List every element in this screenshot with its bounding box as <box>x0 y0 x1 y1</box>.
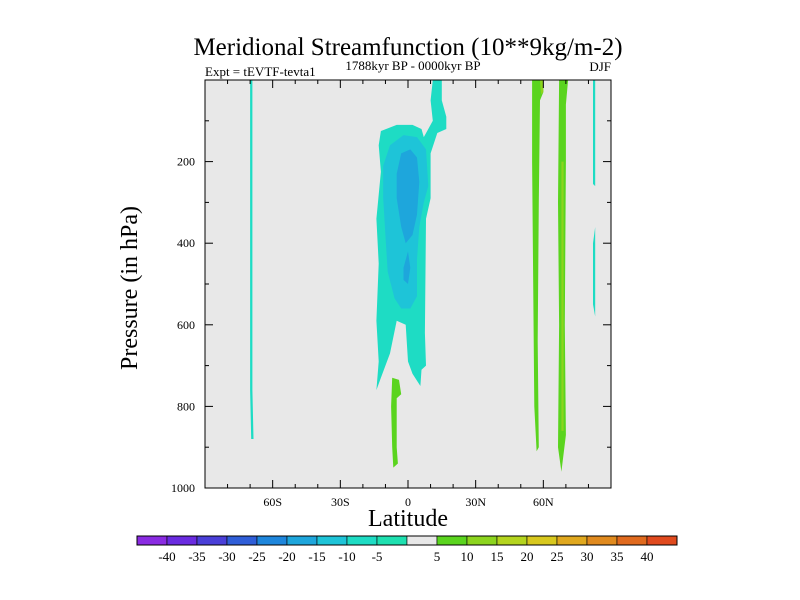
colorbar-label: 15 <box>491 549 504 564</box>
contour-region-10 <box>561 161 564 431</box>
colorbar-label: -15 <box>308 549 325 564</box>
colorbar-swatch <box>256 535 288 546</box>
colorbar-swatch <box>436 535 468 546</box>
colorbar-label: 30 <box>581 549 594 564</box>
colorbar-label: 20 <box>521 549 534 564</box>
x-tick-label: 30N <box>465 495 486 509</box>
center-subtitle: 1788kyr BP - 0000kyr BP <box>345 58 480 73</box>
colorbar-swatch <box>166 535 198 546</box>
colorbar-frame <box>136 535 678 546</box>
colorbar-swatch <box>496 535 528 546</box>
y-axis-label: Pressure (in hPa) <box>117 206 143 370</box>
x-axis-label: Latitude <box>368 506 448 532</box>
colorbar-swatch <box>616 535 648 546</box>
x-tick-label: 30S <box>331 495 350 509</box>
contour-region-5 <box>593 80 596 187</box>
colorbar-swatch <box>646 535 678 546</box>
x-tick-label: 60S <box>263 495 282 509</box>
colorbar-swatch <box>466 535 498 546</box>
x-tick-label: 0 <box>405 495 411 509</box>
colorbar-label: 35 <box>611 549 624 564</box>
colorbar-label: -40 <box>158 549 175 564</box>
colorbar: -40 -35 -30 -25 -20 -15 -10 -5 5 10 15 20 25 30 35 40 <box>136 535 678 564</box>
y-tick-label: 1000 <box>171 481 195 495</box>
y-tick-label: 400 <box>177 236 195 250</box>
contour-region-4 <box>403 251 411 284</box>
colorbar-swatch <box>346 535 378 546</box>
colorbar-label: 40 <box>641 549 654 564</box>
contour-fill-layer <box>250 80 596 472</box>
colorbar-label: -10 <box>338 549 355 564</box>
colorbar-label: 25 <box>551 549 564 564</box>
y-tick-label: 600 <box>177 318 195 332</box>
colorbar-label: -25 <box>248 549 265 564</box>
colorbar-swatch <box>376 535 408 546</box>
colorbar-swatch <box>196 535 228 546</box>
colorbar-label: -5 <box>372 549 383 564</box>
colorbar-swatch <box>226 535 258 546</box>
contour-region-3 <box>396 149 420 244</box>
contour-region-0 <box>250 80 254 439</box>
colorbar-label: -30 <box>218 549 235 564</box>
contour-region-7 <box>532 80 544 452</box>
colorbar-swatch <box>286 535 318 546</box>
axis-ticks: 60S 30S 0 30N 60N 200 400 600 800 1000 <box>171 80 611 509</box>
colorbar-label: 5 <box>434 549 441 564</box>
colorbar-swatch <box>586 535 618 546</box>
chart-title: Meridional Streamfunction (10**9kg/m-2) <box>193 34 622 61</box>
y-tick-label: 200 <box>177 155 195 169</box>
colorbar-swatch <box>316 535 348 546</box>
left-subtitle: Expt = tEVTF-tevta1 <box>205 64 316 79</box>
colorbar-swatch <box>556 535 588 546</box>
contour-region-6 <box>593 226 596 317</box>
y-tick-label: 800 <box>177 399 195 413</box>
colorbar-swatch <box>526 535 558 546</box>
colorbar-swatch <box>136 535 168 546</box>
contour-region-11 <box>391 377 402 468</box>
contour-region-8 <box>540 80 544 95</box>
colorbar-label: -20 <box>278 549 295 564</box>
right-subtitle: DJF <box>589 59 611 74</box>
x-tick-label: 60N <box>533 495 554 509</box>
colorbar-label: 10 <box>461 549 474 564</box>
colorbar-swatch <box>406 535 438 546</box>
colorbar-label: -35 <box>188 549 205 564</box>
